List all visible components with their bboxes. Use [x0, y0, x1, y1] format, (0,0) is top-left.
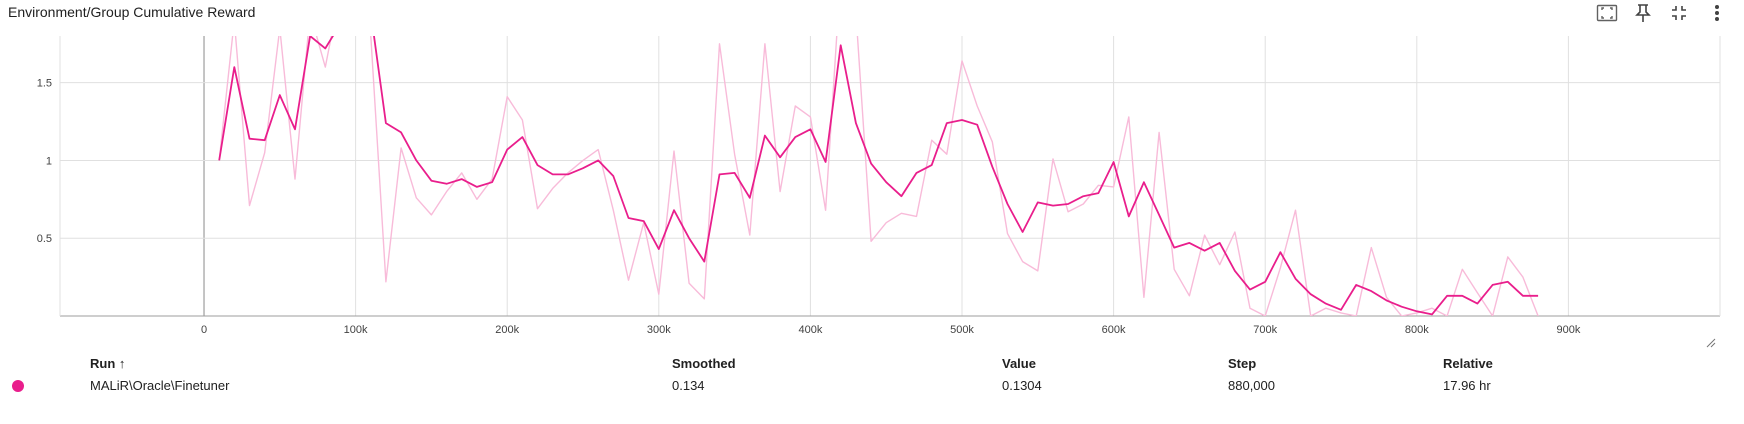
series-layer [218, 36, 1539, 316]
col-header-run[interactable]: Run ↑ [90, 356, 126, 371]
y-tick-label: 1 [46, 155, 52, 167]
x-tick-label: 100k [344, 324, 368, 336]
more-vert-icon [1715, 5, 1719, 21]
pin-icon [1635, 4, 1651, 22]
x-tick-label: 500k [950, 324, 974, 336]
col-header-smoothed[interactable]: Smoothed [672, 356, 736, 371]
x-tick-label: 400k [798, 324, 822, 336]
chart-title: Environment/Group Cumulative Reward [8, 4, 256, 20]
axis-layer [59, 36, 1721, 317]
fit-domain-icon [1596, 4, 1618, 22]
collapse-icon [1672, 6, 1686, 20]
line-chart[interactable]: 0 100k 200k 300k 400k 500k 600k 700k 800k 900k 0.5… [0, 30, 1744, 340]
cell-relative: 17.96 hr [1443, 378, 1491, 393]
cell-step: 880,000 [1228, 378, 1275, 393]
y-tick-label: 0.5 [37, 233, 52, 245]
x-tick-label: 700k [1253, 324, 1277, 336]
col-header-value[interactable]: Value [1002, 356, 1036, 371]
x-tick-label: 800k [1405, 324, 1429, 336]
y-tick-label: 1.5 [37, 78, 52, 90]
pin-button[interactable] [1630, 0, 1656, 26]
collapse-button[interactable] [1666, 0, 1692, 26]
col-header-relative[interactable]: Relative [1443, 356, 1493, 371]
x-tick-label: 900k [1556, 324, 1580, 336]
x-tick-label: 200k [495, 324, 519, 336]
cell-run: MALiR\Oracle\Finetuner [90, 378, 230, 393]
x-tick-label: 0 [201, 324, 207, 336]
cell-smoothed: 0.134 [672, 378, 705, 393]
more-options-button[interactable] [1704, 0, 1730, 26]
x-tick-label: 300k [647, 324, 671, 336]
resize-handle-icon[interactable] [1706, 338, 1716, 348]
grid-layer [60, 36, 1720, 316]
tick-layer: 0 100k 200k 300k 400k 500k 600k 700k 800k 900k 0.5… [37, 78, 1581, 336]
col-header-step[interactable]: Step [1228, 356, 1257, 371]
fit-domain-button[interactable] [1594, 0, 1620, 26]
raw-series-line [218, 36, 1539, 316]
x-tick-label: 600k [1102, 324, 1126, 336]
cell-value: 0.1304 [1002, 378, 1042, 393]
chart-toolbar [1584, 0, 1744, 26]
run-color-dot [12, 380, 24, 392]
smoothed-series-line [218, 36, 1539, 316]
